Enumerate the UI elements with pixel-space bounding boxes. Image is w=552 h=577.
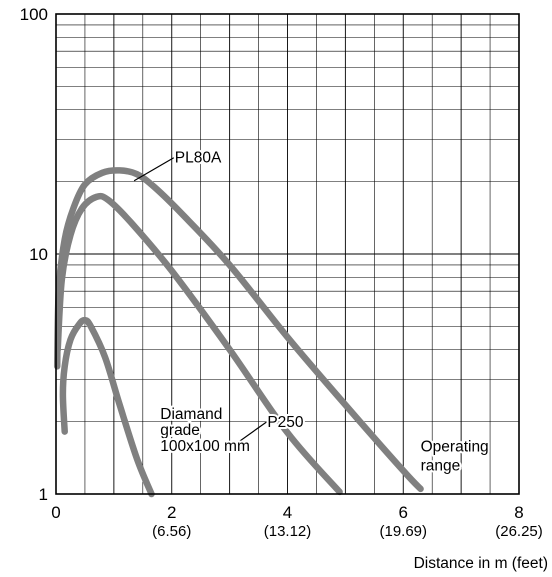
leader-line (229, 421, 267, 449)
series-curve-1 (54, 192, 343, 496)
x-tick-label: 6 (399, 503, 408, 522)
series-label: PL80A (175, 150, 222, 167)
x-tick-sublabel: (19.69) (379, 523, 427, 540)
series-label: P250 (267, 414, 304, 431)
x-tick-label: 4 (283, 503, 292, 522)
x-tick-sublabel: (13.12) (264, 523, 312, 540)
y-tick-label: 10 (29, 245, 48, 264)
x-tick-sublabel: (6.56) (152, 523, 191, 540)
y-tick-label: 100 (20, 5, 48, 24)
x-tick-label: 0 (51, 503, 60, 522)
x-tick-sublabel: (26.25) (495, 523, 543, 540)
y-tick-label: 1 (39, 485, 48, 504)
operating-range-label: Operating (421, 439, 489, 456)
axes-labels: 0 2(6.56) 4(13.12) 6(19.69) 8(26.25) 1 10 100 (20, 5, 543, 540)
series-curve-2 (59, 316, 155, 498)
operating-range-label: range (421, 458, 461, 475)
x-tick-label: 2 (167, 503, 176, 522)
x-tick-label: 8 (514, 503, 523, 522)
grid (56, 14, 519, 494)
series-label: Diamand (160, 406, 222, 423)
x-axis-title: Distance in m (feet) (414, 555, 548, 572)
series-label: grade (160, 422, 200, 439)
leader-line (133, 157, 175, 182)
series-label: 100x100 mm (160, 438, 250, 455)
plot-frame (55, 13, 520, 495)
